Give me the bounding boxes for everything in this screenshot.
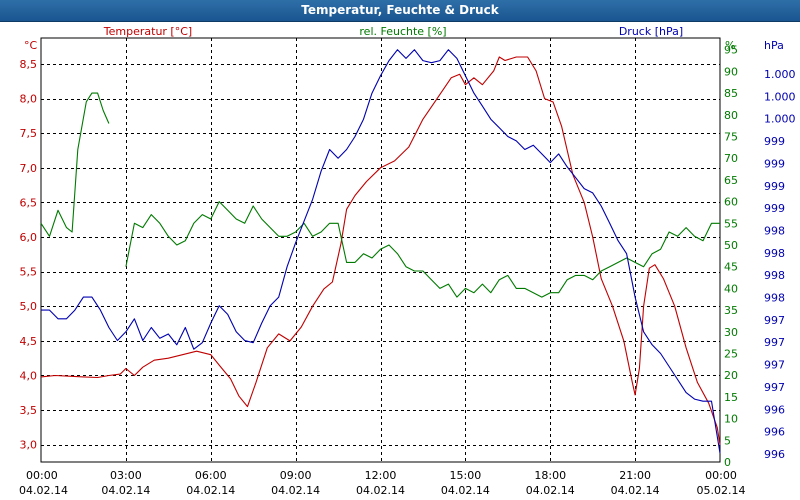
x-tick-time: 09:00 [280, 469, 312, 482]
humidity-unit-label: % [725, 39, 735, 52]
humidity-tick-label: 0 [724, 456, 731, 469]
humidity-line [40, 92, 720, 298]
x-tick-date: 04.02.14 [19, 484, 68, 497]
temperature-axis-title: Temperatur [°C] [103, 25, 192, 38]
pressure-tick-label: 1.000 [764, 90, 796, 103]
x-tick-time: 00:00 [705, 469, 737, 482]
humidity-tick-label: 45 [724, 261, 738, 274]
pressure-tick-label: 998 [764, 247, 785, 260]
humidity-tick-label: 90 [724, 65, 738, 78]
temperature-tick-label: 7,5 [20, 127, 38, 140]
temperature-tick-label: 3,5 [20, 404, 38, 417]
pressure-axis: 996 996 996 997 997 997 997 998 998 998 998 999 999 9… [764, 68, 796, 461]
pressure-tick-label: 996 [764, 448, 785, 461]
pressure-tick-label: 1.000 [764, 113, 796, 126]
temperature-tick-label: 6,0 [20, 231, 38, 244]
humidity-tick-label: 60 [724, 196, 738, 209]
humidity-tick-label: 5 [724, 434, 731, 447]
temperature-tick-label: 3,0 [20, 439, 38, 452]
humidity-axis: 0 5 10 15 20 25 30 35 40 45 50 55 60 65 70 75 80 85 90 95 [724, 44, 738, 469]
pressure-tick-label: 999 [764, 180, 785, 193]
temperature-axis: 3,0 3,5 4,0 4,5 5,0 5,5 6,0 6,5 7,0 7,5 8,0 8,5 [20, 58, 38, 452]
pressure-tick-label: 998 [764, 269, 785, 282]
series-layer [40, 49, 721, 454]
pressure-unit-label: hPa [764, 39, 784, 52]
grid [41, 38, 720, 462]
humidity-tick-label: 75 [724, 131, 738, 144]
x-tick-date: 04.02.14 [611, 484, 660, 497]
x-tick-time: 12:00 [365, 469, 397, 482]
temperature-line [40, 56, 721, 445]
humidity-tick-label: 95 [724, 44, 738, 57]
humidity-tick-label: 15 [724, 391, 738, 404]
humidity-tick-label: 30 [724, 326, 738, 339]
humidity-tick-label: 80 [724, 109, 738, 122]
x-tick-date: 04.02.14 [526, 484, 575, 497]
pressure-tick-label: 996 [764, 403, 785, 416]
pressure-line [41, 49, 721, 454]
pressure-tick-label: 997 [764, 336, 785, 349]
pressure-tick-label: 999 [764, 135, 785, 148]
plot-frame [40, 37, 721, 463]
temperature-tick-label: 6,5 [20, 196, 38, 209]
pressure-axis-title: Druck [hPa] [619, 25, 683, 38]
humidity-tick-label: 40 [724, 282, 738, 295]
pressure-tick-label: 1.000 [764, 68, 796, 81]
temperature-tick-label: 4,0 [20, 369, 38, 382]
pressure-tick-label: 999 [764, 202, 785, 215]
pressure-tick-label: 997 [764, 381, 785, 394]
pressure-tick-label: 998 [764, 292, 785, 305]
x-tick-time: 18:00 [534, 469, 566, 482]
temperature-unit-label: °C [24, 39, 38, 52]
x-tick-date: 04.02.14 [271, 484, 320, 497]
humidity-tick-label: 10 [724, 413, 738, 426]
humidity-tick-label: 65 [724, 174, 738, 187]
pressure-tick-label: 996 [764, 426, 785, 439]
x-tick-time: 00:00 [26, 469, 58, 482]
x-tick-date: 05.02.14 [697, 484, 746, 497]
humidity-tick-label: 35 [724, 304, 738, 317]
temperature-tick-label: 7,0 [20, 162, 38, 175]
temperature-tick-label: 5,5 [20, 266, 38, 279]
x-tick-time: 03:00 [110, 469, 142, 482]
x-tick-time: 21:00 [619, 469, 651, 482]
pressure-tick-label: 999 [764, 157, 785, 170]
temperature-tick-label: 8,0 [20, 93, 38, 106]
x-tick-date: 04.02.14 [186, 484, 235, 497]
x-tick-time: 15:00 [450, 469, 482, 482]
humidity-tick-label: 50 [724, 239, 738, 252]
temperature-tick-label: 5,0 [20, 300, 38, 313]
pressure-tick-label: 998 [764, 224, 785, 237]
humidity-tick-label: 70 [724, 152, 738, 165]
x-tick-time: 06:00 [195, 469, 227, 482]
humidity-tick-label: 55 [724, 217, 738, 230]
chart-title: Temperatur, Feuchte & Druck [301, 3, 499, 17]
humidity-tick-label: 25 [724, 348, 738, 361]
humidity-tick-label: 20 [724, 369, 738, 382]
pressure-tick-label: 997 [764, 359, 785, 372]
x-tick-date: 04.02.14 [356, 484, 405, 497]
humidity-tick-label: 85 [724, 87, 738, 100]
title-bar: Temperatur, Feuchte & Druck [0, 0, 800, 22]
pressure-tick-label: 997 [764, 314, 785, 327]
temperature-tick-label: 4,5 [20, 335, 38, 348]
humidity-axis-title: rel. Feuchte [%] [359, 25, 446, 38]
time-axis: 00:00 04.02.14 03:00 04.02.14 06:00 04.02.14 0… [19, 469, 745, 497]
x-tick-date: 04.02.14 [101, 484, 150, 497]
temperature-tick-label: 8,5 [20, 58, 38, 71]
x-tick-date: 04.02.14 [441, 484, 490, 497]
